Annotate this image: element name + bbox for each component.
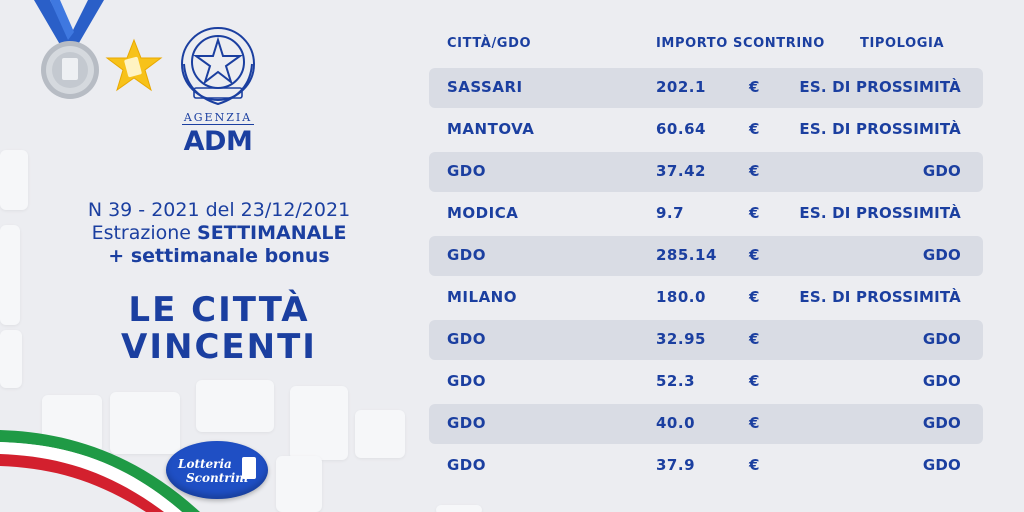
draw-bonus: + settimanale bonus xyxy=(108,245,330,267)
row-city: MANTOVA xyxy=(447,120,535,138)
draw-type: Estrazione SETTIMANALE xyxy=(30,222,408,245)
bg-square xyxy=(436,505,482,512)
column-header-type: TIPOLOGIA xyxy=(860,36,945,51)
star-icon xyxy=(105,38,163,92)
row-city: MILANO xyxy=(447,288,517,306)
table-row: MANTOVA 60.64 € ES. DI PROSSIMITÀ xyxy=(429,110,983,150)
row-type: ES. DI PROSSIMITÀ xyxy=(799,288,961,306)
row-type: ES. DI PROSSIMITÀ xyxy=(799,120,961,138)
table-row: GDO 285.14 € GDO xyxy=(429,236,983,276)
row-amount: 37.42 xyxy=(656,162,706,180)
row-type: GDO xyxy=(922,162,961,180)
headline: LE CITTÀ VINCENTI xyxy=(30,292,408,366)
republic-emblem-icon xyxy=(181,27,255,106)
draw-type-prefix: Estrazione xyxy=(91,222,198,244)
row-amount: 202.1 xyxy=(656,78,706,96)
row-type: GDO xyxy=(922,246,961,264)
row-amount: 40.0 xyxy=(656,414,696,432)
row-currency: € xyxy=(749,330,760,348)
logo-text-1: Lotteria xyxy=(178,457,232,471)
row-amount: 60.64 xyxy=(656,120,706,138)
logo-text-2: Scontrini xyxy=(186,471,249,485)
agency-label: AGENZIA xyxy=(183,111,253,124)
row-currency: € xyxy=(749,456,760,474)
row-type: GDO xyxy=(922,456,961,474)
medal-icon xyxy=(34,0,104,99)
draw-info: N 39 - 2021 del 23/12/2021 Estrazione SE… xyxy=(30,199,408,268)
row-amount: 285.14 xyxy=(656,246,717,264)
column-header-city: CITTÀ/GDO xyxy=(447,36,532,51)
row-type: GDO xyxy=(922,330,961,348)
row-currency: € xyxy=(749,414,760,432)
row-type: GDO xyxy=(922,414,961,432)
row-amount: 9.7 xyxy=(656,204,685,222)
row-currency: € xyxy=(749,78,760,96)
agency-divider xyxy=(182,124,254,125)
headline-line1: LE CITTÀ xyxy=(128,290,310,330)
row-amount: 180.0 xyxy=(656,288,706,306)
bg-square xyxy=(290,386,348,460)
table-row: SASSARI 202.1 € ES. DI PROSSIMITÀ xyxy=(429,68,983,108)
bg-square xyxy=(355,410,405,458)
row-currency: € xyxy=(749,204,760,222)
row-city: GDO xyxy=(447,414,487,432)
headline-line2: VINCENTI xyxy=(121,327,317,367)
table-row: GDO 37.42 € GDO xyxy=(429,152,983,192)
row-city: MODICA xyxy=(447,204,519,222)
row-city: GDO xyxy=(447,456,487,474)
italian-flag-ribbon-icon xyxy=(0,430,200,512)
row-currency: € xyxy=(749,246,760,264)
agency-name: ADM xyxy=(183,126,253,157)
table-row: GDO 40.0 € GDO xyxy=(429,404,983,444)
bg-square xyxy=(0,330,22,388)
row-city: GDO xyxy=(447,330,487,348)
table-row: GDO 52.3 € GDO xyxy=(429,362,983,402)
row-amount: 37.9 xyxy=(656,456,696,474)
row-type: ES. DI PROSSIMITÀ xyxy=(799,204,961,222)
bg-square xyxy=(276,456,322,512)
row-type: GDO xyxy=(922,372,961,390)
row-type: ES. DI PROSSIMITÀ xyxy=(799,78,961,96)
row-currency: € xyxy=(749,120,760,138)
bg-square xyxy=(196,380,274,432)
row-city: GDO xyxy=(447,162,487,180)
bg-square xyxy=(0,225,20,325)
row-currency: € xyxy=(749,162,760,180)
table-row: GDO 37.9 € GDO xyxy=(429,446,983,486)
row-currency: € xyxy=(749,372,760,390)
row-city: SASSARI xyxy=(447,78,523,96)
table-row: GDO 32.95 € GDO xyxy=(429,320,983,360)
table-row: MILANO 180.0 € ES. DI PROSSIMITÀ xyxy=(429,278,983,318)
row-city: GDO xyxy=(447,372,487,390)
bg-square xyxy=(110,392,180,454)
row-amount: 32.95 xyxy=(656,330,706,348)
column-header-amount: IMPORTO SCONTRINO xyxy=(656,36,825,51)
row-city: GDO xyxy=(447,246,487,264)
table-header: CITTÀ/GDO IMPORTO SCONTRINO TIPOLOGIA xyxy=(429,36,983,52)
table-row: MODICA 9.7 € ES. DI PROSSIMITÀ xyxy=(429,194,983,234)
row-amount: 52.3 xyxy=(656,372,696,390)
bg-square xyxy=(0,150,28,210)
draw-type-bold: SETTIMANALE xyxy=(197,222,347,244)
ticket-icon xyxy=(242,457,256,479)
draw-number-date: N 39 - 2021 del 23/12/2021 xyxy=(87,199,351,221)
row-currency: € xyxy=(749,288,760,306)
lotteria-scontrini-logo: Lotteria Scontrini xyxy=(166,441,268,499)
